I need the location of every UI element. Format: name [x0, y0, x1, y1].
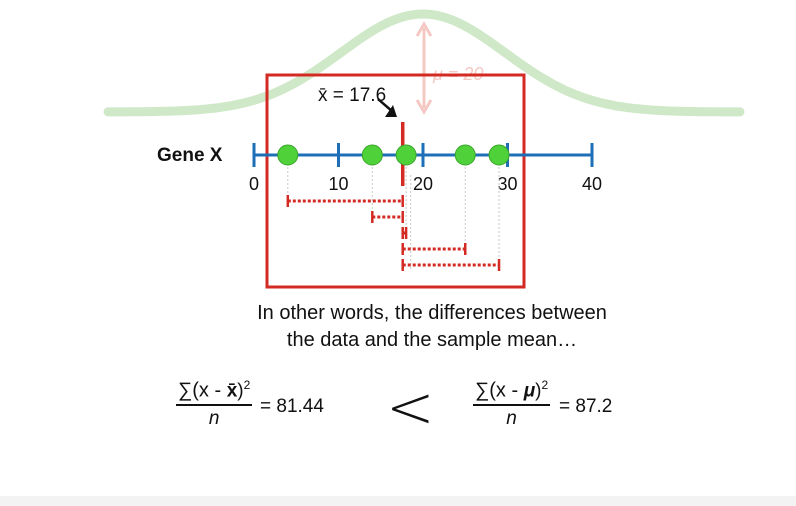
- arrow-head-up: [415, 21, 433, 37]
- residual-bar: [401, 259, 501, 271]
- less-than-symbol: <: [386, 373, 435, 441]
- residual-bars: [286, 195, 501, 271]
- data-point: [277, 144, 299, 166]
- highlight-box: [265, 73, 526, 289]
- data-point: [488, 144, 510, 166]
- sum-term: ∑(x -: [475, 379, 524, 402]
- residual-bar: [286, 195, 404, 207]
- data-points: [277, 144, 510, 166]
- residual-bar: [371, 211, 404, 223]
- arrow-head-down: [415, 99, 433, 115]
- population-variance-result: = 87.2: [559, 396, 613, 417]
- gene-label: Gene X: [157, 145, 223, 166]
- number-line: 0 10 20 30 40: [249, 143, 602, 194]
- data-point: [454, 144, 476, 166]
- guide-lines: [287, 167, 500, 270]
- exponent: 2: [243, 378, 251, 392]
- population-variance-numerator: ∑(x - μ)2: [473, 378, 551, 407]
- sample-mean-label: x̄ = 17.6: [318, 85, 386, 106]
- sample-variance-denominator: n: [208, 408, 220, 430]
- xbar-symbol: x̄: [226, 380, 238, 402]
- data-point: [361, 144, 383, 166]
- population-variance-denominator: n: [506, 408, 517, 430]
- exponent: 2: [541, 378, 549, 392]
- sample-variance-fraction: ∑(x - x̄)2 n: [176, 378, 253, 430]
- population-distribution-curve: [103, 9, 745, 117]
- mu-symbol: μ: [523, 380, 536, 402]
- sample-variance-result: = 81.44: [260, 396, 324, 417]
- close-paren: ): [535, 380, 542, 402]
- residual-bar: [401, 227, 408, 239]
- axis-tick-label: 40: [582, 174, 602, 194]
- sample-mean-arrow: [377, 98, 397, 117]
- axis-tick-label: 30: [497, 174, 517, 194]
- sample-variance-numerator: ∑(x - x̄)2: [176, 378, 253, 407]
- data-point: [395, 144, 417, 166]
- population-variance-fraction: ∑(x - μ)2 n: [473, 378, 551, 430]
- bottom-strip: [0, 496, 796, 506]
- axis-tick-label: 0: [249, 174, 259, 194]
- axis-tick-label: 20: [413, 174, 433, 194]
- caption-line-2: the data and the sample mean…: [286, 329, 578, 351]
- residual-bar: [401, 243, 467, 255]
- axis-tick-label: 10: [328, 174, 348, 194]
- caption-line-1: In other words, the differences between: [257, 302, 607, 324]
- sum-term: ∑(x -: [178, 379, 227, 402]
- population-mean-arrow: [415, 21, 433, 115]
- close-paren: ): [237, 380, 244, 402]
- arrow-head: [385, 105, 397, 117]
- caption: In other words, the differences between …: [230, 300, 634, 354]
